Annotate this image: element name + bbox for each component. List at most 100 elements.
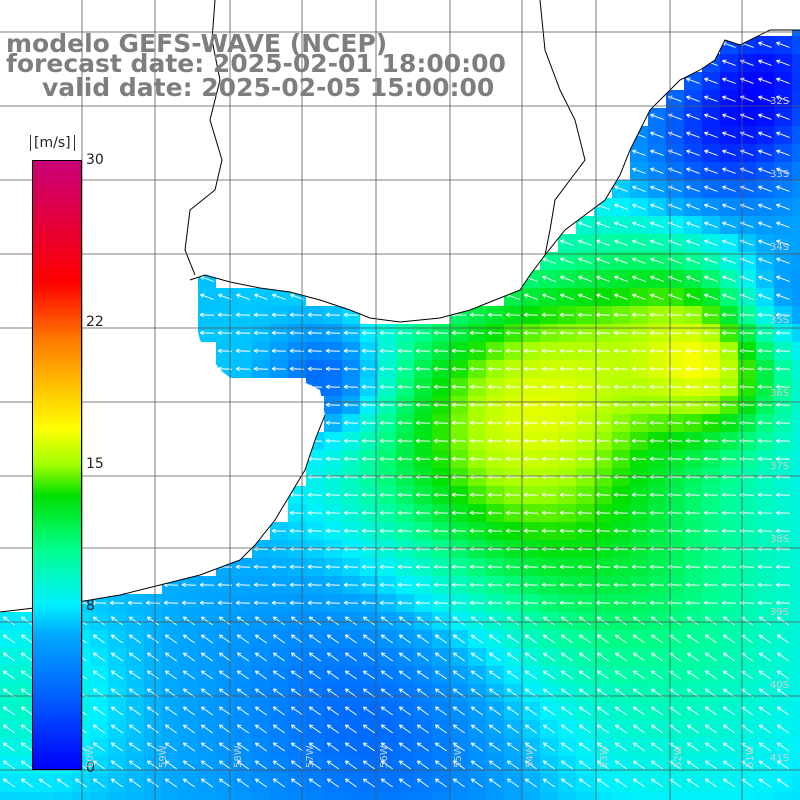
wind-arrow <box>524 706 537 716</box>
wind-arrow <box>721 528 737 534</box>
wind-arrow <box>775 600 791 606</box>
wind-arrow <box>325 384 341 390</box>
wind-arrow <box>722 616 735 626</box>
wind-arrow <box>703 600 719 606</box>
wind-arrow <box>632 670 645 680</box>
wind-arrow <box>164 616 177 626</box>
wind-arrow <box>758 113 772 120</box>
wind-arrow <box>542 760 555 770</box>
wind-arrow <box>722 221 736 228</box>
wind-arrow <box>541 564 557 570</box>
wind-arrow <box>686 275 700 282</box>
wind-arrow <box>704 257 718 264</box>
wind-arrow <box>236 724 249 734</box>
wind-arrow <box>775 582 791 588</box>
wind-arrow <box>722 724 735 734</box>
wind-arrow <box>757 582 773 588</box>
wind-arrow <box>254 742 267 752</box>
wind-arrow <box>128 616 141 626</box>
wind-arrow <box>704 221 718 228</box>
colorbar-tick-label: 0 <box>86 760 95 776</box>
wind-arrow <box>595 312 611 318</box>
wind-arrow <box>397 582 413 588</box>
wind-arrow <box>235 348 251 354</box>
wind-arrow <box>271 312 287 318</box>
wind-arrow <box>452 778 465 788</box>
wind-arrow <box>254 706 267 716</box>
wind-arrow <box>632 742 645 752</box>
wind-arrow <box>757 366 773 372</box>
wind-arrow <box>649 564 665 570</box>
wind-arrow <box>578 652 591 662</box>
wind-arrow <box>253 582 269 588</box>
wind-arrow <box>290 293 304 300</box>
wind-arrow <box>164 634 177 644</box>
wind-arrow <box>487 420 503 426</box>
wind-arrow <box>433 456 449 462</box>
wind-arrow <box>685 402 701 408</box>
wind-arrow <box>92 616 105 626</box>
wind-cell <box>504 792 522 800</box>
wind-arrow <box>487 564 503 570</box>
wind-arrow <box>632 275 646 282</box>
wind-arrow <box>757 348 773 354</box>
wind-arrow <box>577 348 593 354</box>
wind-arrow <box>757 564 773 570</box>
wind-arrow <box>704 760 717 770</box>
wind-arrow <box>218 293 232 300</box>
wind-arrow <box>649 330 665 336</box>
wind-arrow <box>163 600 179 606</box>
wind-arrow <box>506 616 519 626</box>
wind-arrow <box>470 706 483 716</box>
wind-arrow <box>415 420 431 426</box>
wind-arrow <box>20 760 33 770</box>
wind-arrow <box>146 724 159 734</box>
wind-arrow <box>254 634 267 644</box>
wind-arrow <box>686 652 699 662</box>
wind-arrow <box>451 420 467 426</box>
wind-arrow <box>397 348 413 354</box>
wind-arrow <box>416 724 429 734</box>
wind-arrow <box>776 616 789 626</box>
wind-arrow <box>343 402 359 408</box>
wind-arrow <box>415 402 431 408</box>
wind-arrow <box>758 742 771 752</box>
wind-arrow <box>560 239 574 246</box>
wind-arrow <box>91 600 107 606</box>
wind-arrow <box>326 634 339 644</box>
wind-arrow <box>397 384 413 390</box>
wind-arrow <box>650 293 664 300</box>
wind-arrow <box>631 600 647 606</box>
wind-arrow <box>757 438 773 444</box>
wind-arrow <box>650 275 664 282</box>
wind-arrow <box>596 652 609 662</box>
wind-arrow <box>415 600 431 606</box>
wind-arrow <box>434 634 447 644</box>
wind-arrow <box>649 402 665 408</box>
wind-arrow <box>290 778 303 788</box>
wind-arrow <box>272 778 285 788</box>
wind-arrow <box>758 293 772 300</box>
wind-arrow <box>506 724 519 734</box>
lat-label: 32S <box>770 96 790 107</box>
colorbar <box>32 160 82 770</box>
wind-arrow <box>775 438 791 444</box>
wind-arrow <box>343 438 359 444</box>
wind-arrow <box>757 528 773 534</box>
wind-arrow <box>308 652 321 662</box>
wind-arrow <box>470 616 483 626</box>
wind-arrow <box>757 420 773 426</box>
wind-arrow <box>721 438 737 444</box>
wind-arrow <box>487 582 503 588</box>
wind-arrow <box>650 742 663 752</box>
wind-arrow <box>632 616 645 626</box>
wind-arrow <box>361 420 377 426</box>
wind-arrow <box>631 510 647 516</box>
wind-arrow <box>20 706 33 716</box>
wind-arrow <box>523 366 539 372</box>
wind-arrow <box>685 600 701 606</box>
wind-arrow <box>704 149 718 156</box>
wind-arrow <box>343 420 359 426</box>
